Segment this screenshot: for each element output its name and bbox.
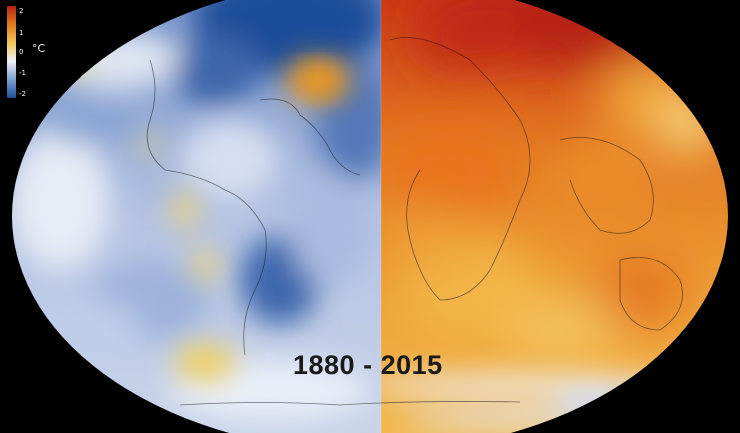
- legend-tick-label: 2: [19, 7, 24, 15]
- year-range-label: 1880 - 2015: [293, 351, 443, 379]
- legend-tick-label: 1: [19, 29, 24, 37]
- color-scale-bar: [7, 6, 16, 98]
- end-year: 2015: [380, 350, 443, 380]
- coastlines: [146, 37, 683, 406]
- start-year: 1880: [293, 350, 356, 380]
- color-scale-legend: 2 1 0 -1 -2 °C: [7, 6, 47, 102]
- year-separator: -: [363, 350, 373, 380]
- legend-unit-label: °C: [32, 42, 46, 55]
- legend-tick-label: 0: [19, 48, 24, 56]
- legend-tick-label: -1: [19, 69, 26, 77]
- legend-tick-label: -2: [19, 90, 26, 98]
